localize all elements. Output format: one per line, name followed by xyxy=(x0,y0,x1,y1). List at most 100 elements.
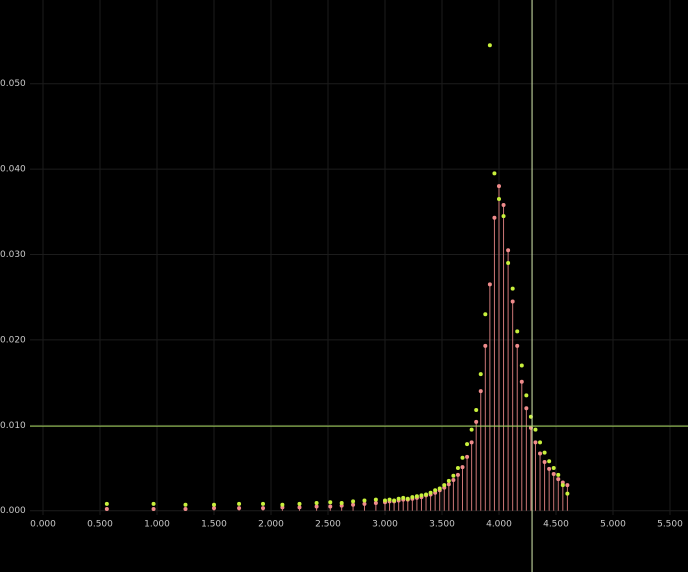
point xyxy=(328,504,333,509)
x-tick-label: 5.000 xyxy=(600,520,626,530)
point xyxy=(362,498,367,503)
point xyxy=(506,248,511,253)
point xyxy=(483,343,488,348)
point xyxy=(104,507,109,512)
point xyxy=(533,440,538,445)
point xyxy=(382,498,387,503)
point xyxy=(455,472,460,477)
point xyxy=(519,363,524,368)
point xyxy=(492,215,497,220)
point xyxy=(565,491,570,496)
point xyxy=(151,507,156,512)
point xyxy=(280,502,285,507)
x-tick-label: 2.000 xyxy=(258,520,284,530)
point xyxy=(339,501,344,506)
point xyxy=(487,43,492,48)
y-tick-label: 0.010 xyxy=(0,421,26,431)
x-tick-label: 1.000 xyxy=(144,520,170,530)
point xyxy=(455,466,460,471)
point xyxy=(469,427,474,432)
point xyxy=(478,372,483,377)
x-tick-label: 3.500 xyxy=(429,520,455,530)
point xyxy=(237,506,242,511)
point xyxy=(424,492,429,497)
point xyxy=(551,466,556,471)
point xyxy=(419,493,424,498)
point xyxy=(392,498,397,503)
point xyxy=(474,419,479,424)
point xyxy=(237,501,242,506)
x-tick-label: 4.000 xyxy=(486,520,512,530)
point xyxy=(297,501,302,506)
point xyxy=(460,465,465,470)
point xyxy=(465,442,470,447)
point xyxy=(297,505,302,510)
point xyxy=(451,473,456,478)
point xyxy=(261,501,266,506)
point xyxy=(565,483,570,488)
point xyxy=(211,506,216,511)
point xyxy=(478,389,483,394)
point xyxy=(556,477,561,482)
point xyxy=(387,497,392,502)
point xyxy=(551,472,556,477)
point xyxy=(496,196,501,201)
point xyxy=(183,502,188,507)
point xyxy=(351,502,356,507)
point xyxy=(261,506,266,511)
point xyxy=(151,501,156,506)
point xyxy=(556,472,561,477)
point xyxy=(547,459,552,464)
point xyxy=(460,455,465,460)
point xyxy=(510,286,515,291)
y-tick-label: 0.000 xyxy=(0,506,26,516)
point xyxy=(501,214,506,219)
point xyxy=(483,312,488,317)
point xyxy=(414,494,419,499)
y-tick-label: 0.020 xyxy=(0,335,26,345)
point xyxy=(510,299,515,304)
point xyxy=(362,501,367,506)
point xyxy=(104,501,109,506)
point xyxy=(501,202,506,207)
point xyxy=(446,478,451,483)
point xyxy=(183,507,188,512)
point xyxy=(373,501,378,506)
point xyxy=(533,427,538,432)
x-tick-label: 0.000 xyxy=(30,520,56,530)
point xyxy=(560,483,565,488)
point xyxy=(524,406,529,411)
point xyxy=(373,497,378,502)
point xyxy=(465,454,470,459)
x-tick-label: 4.500 xyxy=(543,520,569,530)
point xyxy=(442,483,447,488)
x-tick-label: 0.500 xyxy=(87,520,113,530)
point xyxy=(410,495,415,500)
point xyxy=(433,488,438,493)
point xyxy=(538,451,543,456)
point xyxy=(519,379,524,384)
point xyxy=(428,490,433,495)
point xyxy=(547,466,552,471)
point xyxy=(469,440,474,445)
y-tick-label: 0.040 xyxy=(0,165,26,175)
point xyxy=(487,282,492,287)
point xyxy=(492,171,497,176)
point xyxy=(515,343,520,348)
point xyxy=(542,460,547,465)
y-tick-label: 0.030 xyxy=(0,250,26,260)
point xyxy=(396,496,401,501)
point xyxy=(405,496,410,501)
point xyxy=(211,502,216,507)
point xyxy=(401,495,406,500)
point xyxy=(446,482,451,487)
x-tick-label: 2.500 xyxy=(315,520,341,530)
x-tick-label: 5.500 xyxy=(657,520,683,530)
point xyxy=(524,393,529,398)
point xyxy=(474,407,479,412)
y-tick-label: 0.050 xyxy=(0,79,26,89)
point xyxy=(515,329,520,334)
point xyxy=(542,450,547,455)
point xyxy=(328,500,333,505)
